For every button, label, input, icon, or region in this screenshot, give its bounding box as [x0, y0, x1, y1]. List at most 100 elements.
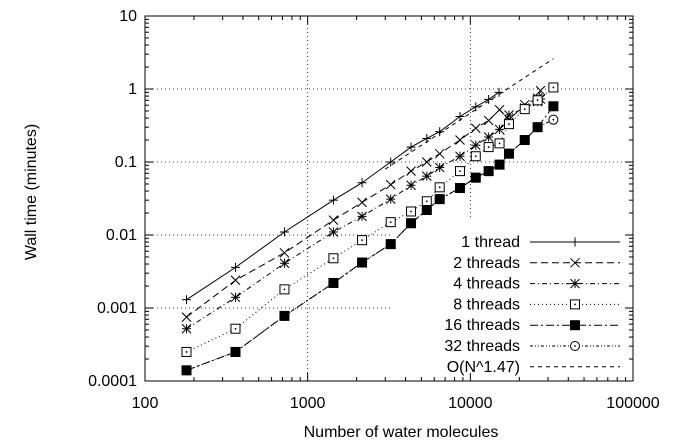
x-tick-label: 1000 — [290, 395, 326, 412]
data-point — [406, 166, 416, 176]
legend-entry: 4 threads — [453, 276, 620, 293]
data-point — [230, 262, 240, 272]
data-point — [570, 320, 580, 331]
data-point — [532, 95, 543, 106]
data-point — [570, 278, 580, 289]
data-point — [471, 102, 481, 112]
data-point — [570, 237, 580, 247]
data-point — [434, 162, 445, 173]
legend-label: 32 threads — [444, 338, 520, 355]
data-point — [181, 365, 192, 376]
data-point — [357, 178, 367, 188]
data-point — [230, 323, 241, 334]
data-point — [570, 257, 580, 268]
x-tick-label: 100 — [132, 395, 159, 412]
grid-lines — [145, 16, 633, 381]
series-2-threads — [181, 85, 546, 322]
data-point — [279, 310, 290, 321]
data-point — [182, 295, 192, 305]
data-point — [230, 292, 241, 303]
data-point — [328, 227, 339, 237]
data-point — [386, 157, 396, 167]
data-point — [385, 179, 396, 190]
data-point — [519, 135, 530, 146]
y-tick-label: 10 — [119, 8, 137, 25]
series-line — [186, 98, 541, 330]
data-point — [181, 323, 192, 334]
data-point — [455, 151, 465, 162]
data-point — [357, 257, 368, 268]
series-line — [186, 119, 554, 371]
data-point — [434, 194, 445, 205]
data-point — [519, 104, 530, 115]
data-point — [357, 235, 368, 246]
data-point — [434, 148, 445, 159]
legend-entry: 32 threads — [444, 338, 620, 355]
legend-entry: 2 threads — [453, 255, 620, 272]
data-point — [279, 227, 289, 237]
data-point — [548, 101, 559, 112]
data-point — [483, 142, 494, 153]
data-point — [385, 217, 396, 228]
data-point — [470, 140, 481, 151]
data-point — [484, 94, 494, 104]
legend-label: O(N^1.47) — [447, 359, 520, 376]
data-point — [385, 239, 396, 250]
data-point — [230, 346, 241, 357]
series-16-threads — [181, 101, 559, 376]
data-point — [385, 194, 396, 204]
data-point — [406, 218, 417, 229]
data-point — [503, 148, 514, 159]
data-point — [548, 114, 559, 125]
data-point — [181, 346, 192, 357]
data-point — [483, 166, 494, 177]
x-tick-label: 100000 — [606, 395, 659, 412]
data-point — [470, 123, 481, 134]
legend: 1 thread 2 threads 4 threads 8 threads 16 th… — [444, 234, 620, 376]
y-tick-label: 0.1 — [115, 154, 137, 171]
data-point — [494, 104, 505, 115]
data-point — [421, 171, 432, 182]
x-axis-label: Number of water molecules — [304, 424, 499, 441]
data-point — [483, 115, 494, 126]
data-point — [455, 183, 466, 194]
data-point — [357, 211, 367, 222]
data-point — [570, 299, 580, 310]
data-point — [279, 284, 290, 295]
data-point — [328, 215, 339, 225]
data-point — [494, 138, 505, 149]
data-point — [181, 312, 192, 322]
data-point — [455, 135, 465, 145]
legend-label: 2 threads — [453, 255, 520, 272]
data-point — [483, 132, 494, 142]
legend-label: 8 threads — [453, 296, 520, 313]
data-point — [503, 119, 514, 130]
y-axis-label: Wall time (minutes) — [23, 124, 40, 260]
data-point — [328, 195, 338, 205]
series-8-threads — [181, 82, 559, 357]
series-layer — [181, 58, 559, 376]
data-point — [406, 142, 416, 152]
data-point — [455, 166, 466, 177]
data-point — [435, 127, 445, 137]
data-point — [421, 205, 432, 216]
legend-label: 16 threads — [444, 317, 520, 334]
y-tick-label: 0.0001 — [88, 373, 137, 390]
data-point — [421, 157, 432, 167]
legend-label: 1 thread — [461, 234, 520, 251]
data-point — [279, 247, 290, 258]
data-point — [406, 180, 416, 191]
series-line — [186, 91, 500, 301]
x-tick-label: 10000 — [448, 395, 493, 412]
series-o-n-1-47 — [385, 58, 554, 170]
legend-entry: 8 threads — [453, 296, 620, 313]
legend-label: 4 threads — [453, 276, 520, 293]
data-point — [434, 182, 445, 193]
legend-entry: O(N^1.47) — [447, 359, 620, 376]
data-point — [532, 122, 543, 133]
data-point — [230, 275, 241, 286]
data-point — [570, 341, 580, 351]
data-point — [548, 82, 559, 93]
y-tick-label: 0.01 — [106, 227, 137, 244]
